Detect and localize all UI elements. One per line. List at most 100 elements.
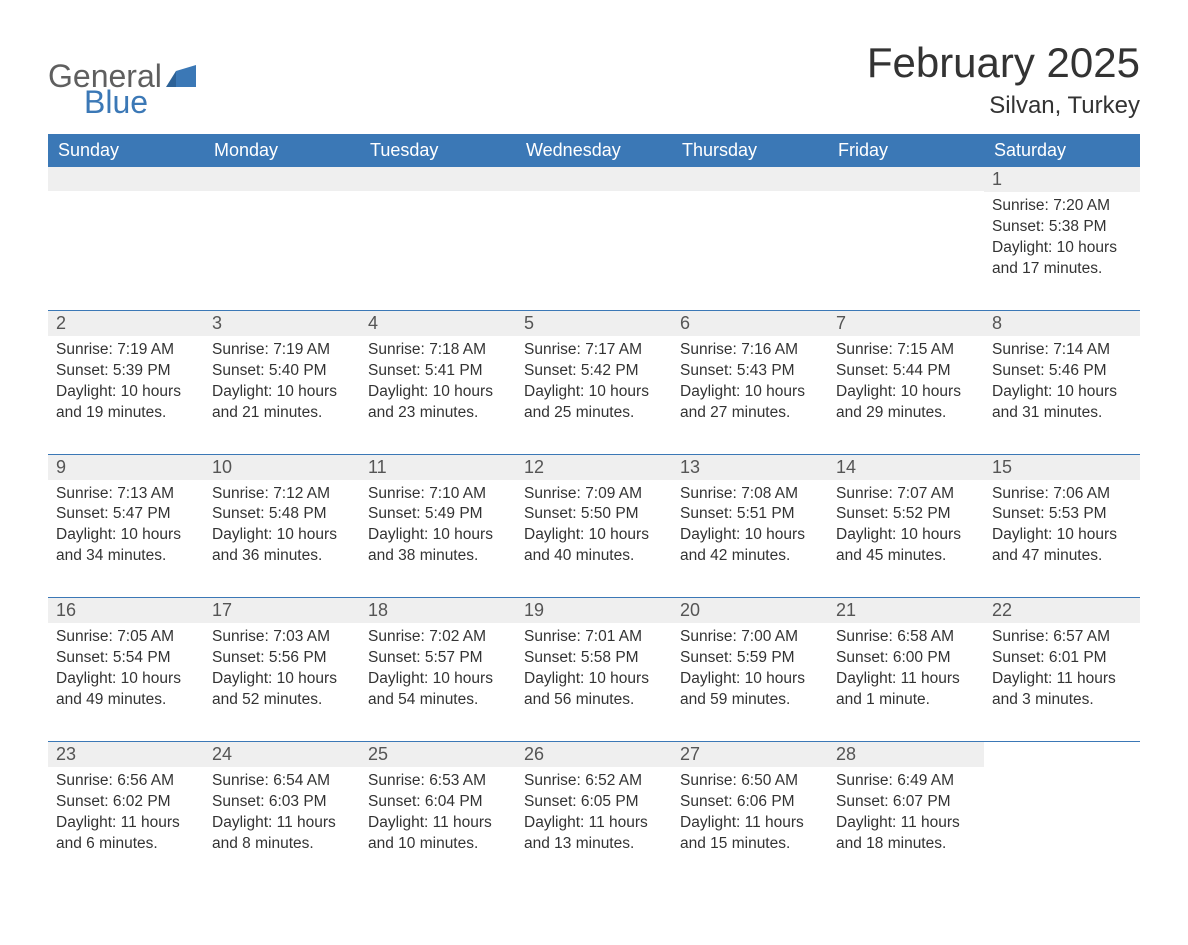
calendar-table: SundayMondayTuesdayWednesdayThursdayFrid… [48, 134, 1140, 884]
day-number: 14 [836, 457, 856, 477]
daylight-label: Daylight: [992, 383, 1052, 400]
sunset-value: 5:49 PM [425, 505, 483, 522]
day-number-bar: 26 [516, 742, 672, 767]
daylight-line: Daylight: 10 hours and 47 minutes. [992, 525, 1132, 567]
sunrise-line: Sunrise: 7:20 AM [992, 196, 1132, 217]
daylight-line: Daylight: 10 hours and 25 minutes. [524, 382, 664, 424]
day-number-bar: 9 [48, 455, 204, 480]
sunset-label: Sunset: [836, 362, 889, 379]
calendar-day-cell: 11Sunrise: 7:10 AMSunset: 5:49 PMDayligh… [360, 454, 516, 598]
sunset-label: Sunset: [680, 793, 733, 810]
sunset-value: 6:03 PM [269, 793, 327, 810]
sunrise-value: 7:15 AM [897, 341, 954, 358]
day-details: Sunrise: 7:13 AMSunset: 5:47 PMDaylight:… [56, 484, 196, 568]
day-number: 2 [56, 313, 66, 333]
weekday-header: Monday [204, 134, 360, 167]
sunset-value: 5:56 PM [269, 649, 327, 666]
sunset-label: Sunset: [680, 362, 733, 379]
calendar-day-cell: 17Sunrise: 7:03 AMSunset: 5:56 PMDayligh… [204, 598, 360, 742]
sunset-value: 5:53 PM [1049, 505, 1107, 522]
sunset-value: 5:42 PM [581, 362, 639, 379]
daylight-line: Daylight: 11 hours and 6 minutes. [56, 813, 196, 855]
daylight-line: Daylight: 10 hours and 23 minutes. [368, 382, 508, 424]
sunset-line: Sunset: 6:02 PM [56, 792, 196, 813]
sunrise-line: Sunrise: 7:16 AM [680, 340, 820, 361]
daylight-line: Daylight: 11 hours and 8 minutes. [212, 813, 352, 855]
sunset-value: 6:07 PM [893, 793, 951, 810]
weekday-header-row: SundayMondayTuesdayWednesdayThursdayFrid… [48, 134, 1140, 167]
day-number-bar [828, 167, 984, 191]
sunrise-label: Sunrise: [680, 628, 737, 645]
daylight-line: Daylight: 10 hours and 19 minutes. [56, 382, 196, 424]
weekday-header: Friday [828, 134, 984, 167]
daylight-line: Daylight: 10 hours and 38 minutes. [368, 525, 508, 567]
sunset-line: Sunset: 5:54 PM [56, 648, 196, 669]
sunrise-line: Sunrise: 7:06 AM [992, 484, 1132, 505]
daylight-label: Daylight: [212, 526, 272, 543]
sunrise-line: Sunrise: 6:53 AM [368, 771, 508, 792]
day-details: Sunrise: 7:19 AMSunset: 5:39 PMDaylight:… [56, 340, 196, 424]
calendar-day-cell [204, 167, 360, 310]
sunset-line: Sunset: 5:43 PM [680, 361, 820, 382]
sunset-value: 5:50 PM [581, 505, 639, 522]
sunset-label: Sunset: [680, 649, 733, 666]
weekday-header: Tuesday [360, 134, 516, 167]
daylight-line: Daylight: 11 hours and 15 minutes. [680, 813, 820, 855]
sunset-value: 6:01 PM [1049, 649, 1107, 666]
month-title: February 2025 [867, 40, 1140, 86]
day-details: Sunrise: 7:14 AMSunset: 5:46 PMDaylight:… [992, 340, 1132, 424]
sunset-label: Sunset: [524, 362, 577, 379]
sunset-label: Sunset: [212, 505, 265, 522]
day-number: 21 [836, 600, 856, 620]
day-details: Sunrise: 7:19 AMSunset: 5:40 PMDaylight:… [212, 340, 352, 424]
day-number: 3 [212, 313, 222, 333]
calendar-day-cell: 16Sunrise: 7:05 AMSunset: 5:54 PMDayligh… [48, 598, 204, 742]
location-label: Silvan, Turkey [867, 92, 1140, 120]
sunrise-label: Sunrise: [680, 341, 737, 358]
sunrise-label: Sunrise: [368, 485, 425, 502]
day-number: 19 [524, 600, 544, 620]
sunset-label: Sunset: [836, 793, 889, 810]
day-number-bar: 24 [204, 742, 360, 767]
sunrise-value: 7:00 AM [741, 628, 798, 645]
sunset-label: Sunset: [56, 649, 109, 666]
day-number-bar: 10 [204, 455, 360, 480]
sunset-label: Sunset: [524, 649, 577, 666]
day-details: Sunrise: 6:57 AMSunset: 6:01 PMDaylight:… [992, 627, 1132, 711]
calendar-day-cell: 9 Sunrise: 7:13 AMSunset: 5:47 PMDaylight… [48, 454, 204, 598]
daylight-line: Daylight: 10 hours and 17 minutes. [992, 238, 1132, 280]
calendar-day-cell: 14Sunrise: 7:07 AMSunset: 5:52 PMDayligh… [828, 454, 984, 598]
sunrise-label: Sunrise: [992, 628, 1049, 645]
sunrise-label: Sunrise: [524, 485, 581, 502]
sunrise-value: 7:17 AM [585, 341, 642, 358]
sunrise-line: Sunrise: 6:56 AM [56, 771, 196, 792]
day-number-bar [360, 167, 516, 191]
day-number: 18 [368, 600, 388, 620]
day-details: Sunrise: 7:00 AMSunset: 5:59 PMDaylight:… [680, 627, 820, 711]
day-details: Sunrise: 6:53 AMSunset: 6:04 PMDaylight:… [368, 771, 508, 855]
sunrise-line: Sunrise: 7:13 AM [56, 484, 196, 505]
day-number-bar: 28 [828, 742, 984, 767]
sunset-value: 5:40 PM [269, 362, 327, 379]
sunset-label: Sunset: [368, 793, 421, 810]
sunset-value: 5:44 PM [893, 362, 951, 379]
sunset-value: 5:46 PM [1049, 362, 1107, 379]
day-number-bar: 16 [48, 598, 204, 623]
sunset-label: Sunset: [56, 505, 109, 522]
daylight-line: Daylight: 10 hours and 36 minutes. [212, 525, 352, 567]
calendar-day-cell: 7Sunrise: 7:15 AMSunset: 5:44 PMDaylight… [828, 310, 984, 454]
day-number-bar: 2 [48, 311, 204, 336]
daylight-line: Daylight: 11 hours and 3 minutes. [992, 669, 1132, 711]
calendar-day-cell: 26Sunrise: 6:52 AMSunset: 6:05 PMDayligh… [516, 741, 672, 884]
day-number-bar: 8 [984, 311, 1140, 336]
daylight-label: Daylight: [524, 383, 584, 400]
day-number: 25 [368, 744, 388, 764]
sunset-line: Sunset: 6:06 PM [680, 792, 820, 813]
sunset-label: Sunset: [212, 649, 265, 666]
sunset-value: 5:41 PM [425, 362, 483, 379]
sunset-value: 6:02 PM [113, 793, 171, 810]
daylight-label: Daylight: [212, 383, 272, 400]
sunrise-line: Sunrise: 6:54 AM [212, 771, 352, 792]
day-details: Sunrise: 6:54 AMSunset: 6:03 PMDaylight:… [212, 771, 352, 855]
sunset-label: Sunset: [524, 793, 577, 810]
